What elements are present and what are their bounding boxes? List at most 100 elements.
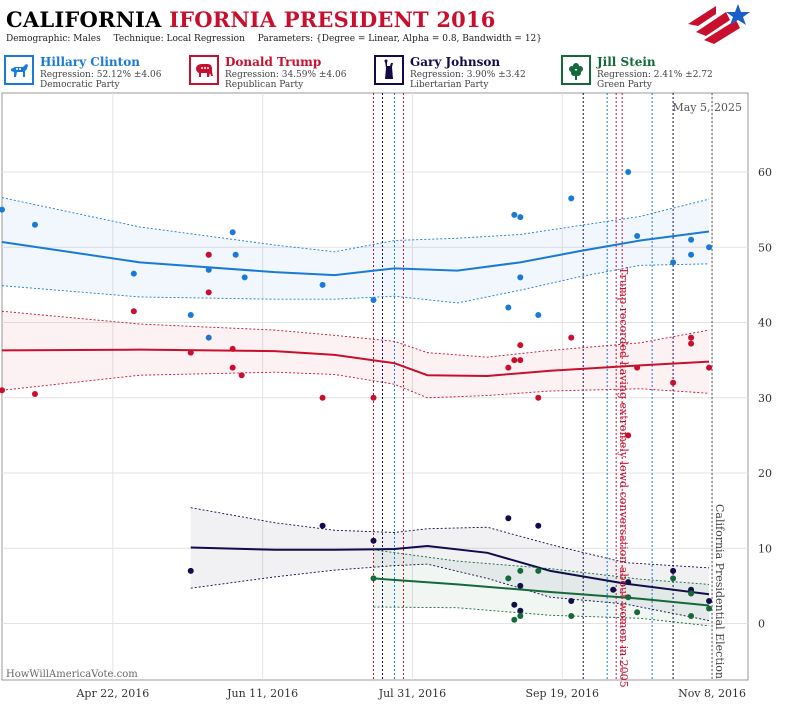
poll-point (535, 567, 542, 574)
band-lower-bound (1, 371, 710, 399)
legend-clinton: Hillary Clinton Regression: 52.12% ±4.06… (4, 55, 186, 91)
poll-point (187, 349, 194, 356)
date-label: May 5, 2025 (672, 101, 742, 114)
poll-point (370, 575, 377, 582)
poll-point (706, 364, 713, 371)
poll-point (511, 616, 518, 623)
poll-point (505, 515, 512, 522)
series-group (0, 169, 713, 341)
chart-title: CALIFORNIA IFORNIA PRESIDENT 2016 (6, 7, 496, 32)
poll-point (505, 364, 512, 371)
series-group (187, 507, 713, 621)
poll-point (505, 304, 512, 311)
poll-point (670, 259, 677, 266)
confidence-band (373, 549, 710, 626)
poll-point (319, 281, 326, 288)
candidate-name: Donald Trump (225, 55, 322, 69)
x-tick-label: Apr 22, 2016 (75, 687, 149, 700)
poll-point (238, 372, 245, 379)
legend-johnson: Gary Johnson Regression: 3.90% ±3.42 Lib… (374, 55, 556, 91)
parameters-label: Parameters: {Degree = Linear, Alpha = 0.… (257, 34, 543, 44)
candidate-party: Democratic Party (40, 80, 120, 90)
poll-point (517, 214, 524, 221)
candidate-name: Gary Johnson (410, 55, 501, 69)
poll-point (625, 579, 632, 586)
trend-line (190, 545, 710, 596)
poll-point (688, 334, 695, 341)
poll-point (370, 394, 377, 401)
trend-line (1, 230, 710, 277)
poll-point (688, 613, 695, 620)
poll-point (229, 345, 236, 352)
y-tick-label: 50 (758, 241, 772, 254)
chart-subtitle: Demographic: Males Technique: Local Regr… (6, 34, 552, 44)
poll-point (688, 251, 695, 258)
candidate-party: Green Party (597, 80, 652, 90)
poll-point (706, 244, 713, 251)
confidence-band (2, 197, 710, 303)
flower-icon (561, 55, 591, 85)
y-tick-label: 10 (758, 542, 772, 555)
poll-point (706, 597, 713, 604)
candidate-name: Hillary Clinton (40, 55, 140, 69)
poll-point (0, 206, 5, 213)
candidate-party: Republican Party (225, 80, 304, 90)
candidate-regression: Regression: 52.12% ±4.06 (40, 70, 162, 80)
poll-point (517, 607, 524, 614)
band-upper-bound (373, 549, 710, 585)
poll-point (688, 236, 695, 243)
poll-point (625, 169, 632, 176)
poll-point (517, 274, 524, 281)
poll-point (187, 567, 194, 574)
poll-point (670, 575, 677, 582)
poll-point (229, 364, 236, 371)
watermark: HowWillAmericaVote.com (6, 669, 138, 680)
candidate-regression: Regression: 34.59% ±4.06 (225, 70, 347, 80)
title-part-state: CALIFORNIA (6, 7, 162, 32)
band-upper-bound (1, 197, 710, 253)
poll-point (706, 605, 713, 612)
candidate-party: Libertarian Party (410, 80, 489, 90)
election-annotation: California Presidential Election (713, 504, 726, 679)
poll-point (31, 391, 38, 398)
technique-label: Technique: Local Regression (113, 34, 245, 44)
poll-point (31, 221, 38, 228)
series-group (0, 251, 713, 439)
poll-point (205, 266, 212, 273)
poll-point (517, 613, 524, 620)
poll-point (535, 522, 542, 529)
candidate-regression: Regression: 3.90% ±3.42 (410, 70, 526, 80)
poll-point (370, 537, 377, 544)
poll-point (205, 334, 212, 341)
y-tick-label: 20 (758, 467, 772, 480)
band-lower-bound (1, 263, 710, 304)
poll-point (535, 312, 542, 319)
y-tick-label: 0 (758, 618, 765, 631)
y-tick-label: 40 (758, 317, 772, 330)
candidate-name: Jill Stein (597, 55, 656, 69)
poll-point (670, 567, 677, 574)
poll-point (229, 229, 236, 236)
band-lower-bound (373, 606, 710, 627)
poll-point (130, 308, 137, 315)
poll-point (634, 609, 641, 616)
poll-point (568, 334, 575, 341)
poll-point (205, 251, 212, 258)
poll-point (511, 357, 518, 364)
poll-point (0, 387, 5, 394)
legend-stein: Jill Stein Regression: 2.41% ±2.72 Green… (561, 55, 743, 91)
donkey-icon (4, 55, 34, 85)
candidate-legend: Hillary Clinton Regression: 52.12% ±4.06… (0, 55, 789, 91)
poll-point (205, 289, 212, 296)
poll-point (625, 594, 632, 601)
poll-point (517, 342, 524, 349)
poll-point (511, 601, 518, 608)
poll-point (688, 340, 695, 347)
band-upper-bound (1, 310, 710, 358)
band-lower-bound (190, 563, 710, 621)
trend-line (373, 577, 710, 607)
x-tick-label: Nov 8, 2016 (678, 687, 746, 700)
poll-point (319, 522, 326, 529)
series-group (370, 549, 713, 627)
y-tick-label: 60 (758, 166, 772, 179)
